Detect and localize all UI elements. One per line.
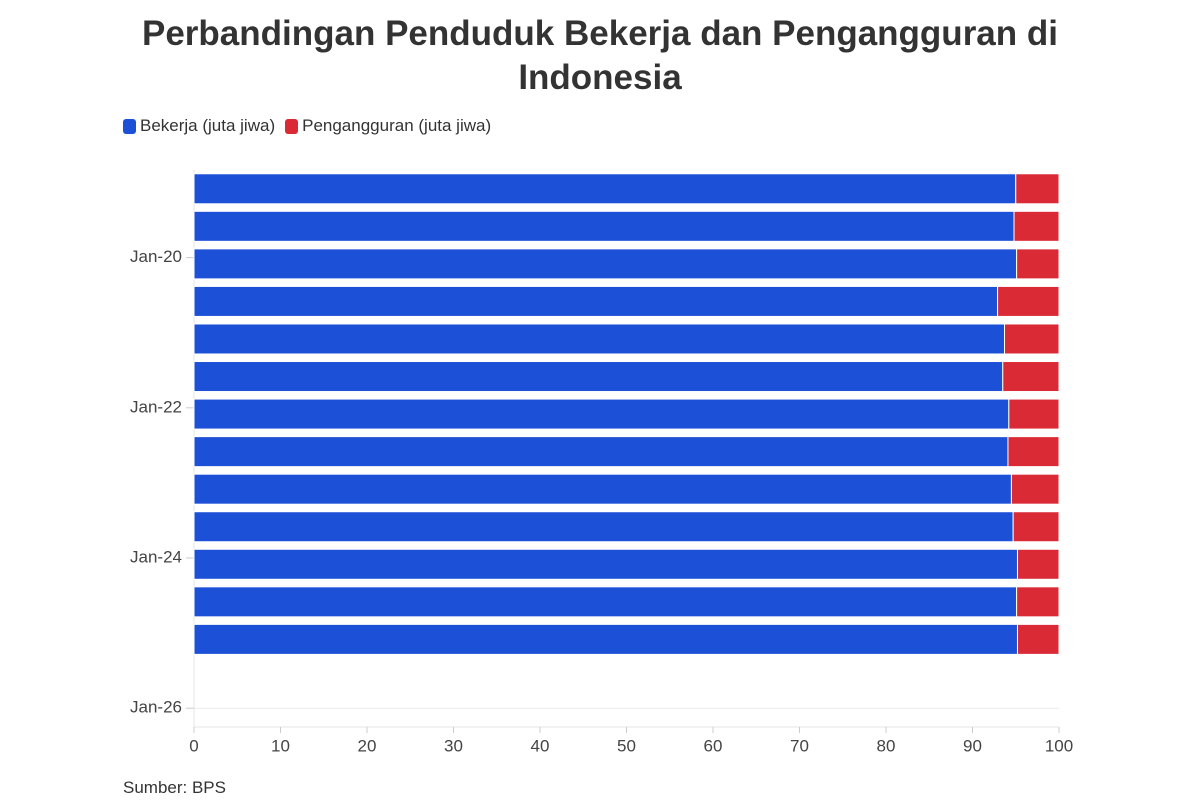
x-tick-label: 60 xyxy=(704,736,723,755)
bar-segment xyxy=(193,511,1014,543)
bar-segment xyxy=(193,473,1012,505)
x-tick-label: 50 xyxy=(617,736,636,755)
y-tick-label: Jan-20 xyxy=(130,247,182,266)
bar-segment xyxy=(193,623,1018,655)
bar-segment xyxy=(1016,548,1060,580)
legend-item: Bekerja (juta jiwa) xyxy=(123,116,275,136)
legend-label: Pengangguran (juta jiwa) xyxy=(302,116,492,135)
legend: Bekerja (juta jiwa) Pengangguran (juta ji… xyxy=(123,116,491,136)
source-note: Sumber: BPS xyxy=(123,778,226,797)
x-tick-label: 0 xyxy=(189,736,198,755)
bar-segment xyxy=(193,285,999,317)
bar-segment xyxy=(193,548,1018,580)
bar-segment xyxy=(997,285,1060,317)
chart-title: Perbandingan Penduduk Bekerja dan Pengan… xyxy=(142,14,1058,97)
x-tick-label: 80 xyxy=(877,736,896,755)
bar-segment xyxy=(1004,323,1060,355)
y-tick-label: Jan-24 xyxy=(130,548,182,567)
bar-segment xyxy=(193,586,1018,618)
bar-segment xyxy=(1013,210,1060,242)
bar-segment xyxy=(1002,361,1060,393)
legend-item: Pengangguran (juta jiwa) xyxy=(285,116,491,136)
bar-segment xyxy=(193,398,1010,430)
y-tick-label: Jan-22 xyxy=(130,397,182,416)
y-tick-label: Jan-26 xyxy=(130,698,182,717)
bar-segment xyxy=(193,173,1017,205)
x-tick-label: 70 xyxy=(790,736,809,755)
bar-segment xyxy=(1008,398,1060,430)
x-tick-label: 30 xyxy=(444,736,463,755)
bar-segment xyxy=(1010,473,1060,505)
x-tick-label: 10 xyxy=(271,736,290,755)
legend-label: Bekerja (juta jiwa) xyxy=(140,116,276,135)
x-tick-label: 40 xyxy=(531,736,550,755)
bar-segment xyxy=(193,248,1018,280)
bar-segment xyxy=(1007,436,1060,468)
x-tick-label: 20 xyxy=(358,736,377,755)
bar-segment xyxy=(193,361,1004,393)
bar-segment xyxy=(193,210,1015,242)
bar-segment xyxy=(1015,173,1060,205)
x-tick-label: 90 xyxy=(963,736,982,755)
legend-swatch xyxy=(123,118,136,134)
bar-segment xyxy=(1012,511,1060,543)
bar-segment xyxy=(1016,248,1060,280)
legend-swatch xyxy=(285,118,299,134)
bar-segment xyxy=(1016,623,1060,655)
bar-segment xyxy=(193,436,1009,468)
bar-segment xyxy=(1016,586,1060,618)
bar-segment xyxy=(193,323,1006,355)
x-tick-label: 100 xyxy=(1045,736,1073,755)
